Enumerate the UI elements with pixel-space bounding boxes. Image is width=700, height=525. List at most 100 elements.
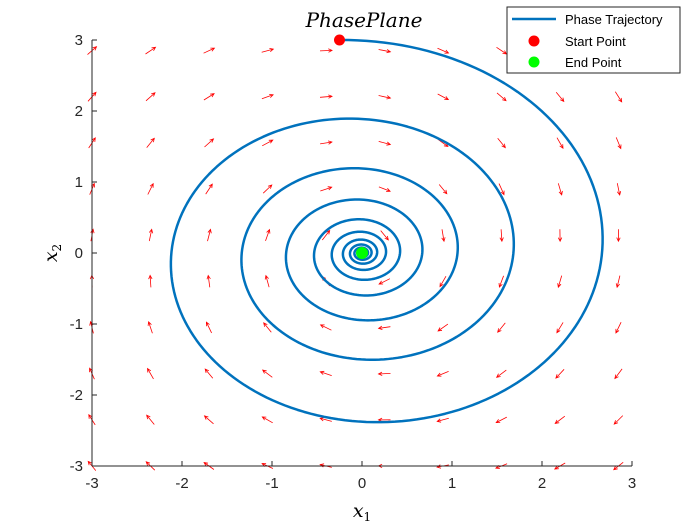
vector-field-arrow <box>554 415 566 425</box>
vector-field-arrow <box>495 416 507 424</box>
vector-field-arrow <box>615 275 621 289</box>
vector-field-arrow <box>264 274 270 288</box>
vector-field-arrow <box>378 278 391 285</box>
vector-field-arrow <box>555 91 565 103</box>
vector-field-arrow <box>203 415 214 425</box>
vector-field-arrow <box>495 369 507 378</box>
vector-field-arrow <box>615 322 622 334</box>
vector-field-arrow <box>557 183 563 196</box>
vector-field-arrow <box>319 324 332 331</box>
vector-field-arrow <box>380 230 389 241</box>
trajectory-layer <box>169 34 604 424</box>
vector-field-arrow <box>320 140 333 145</box>
vector-field-arrow <box>378 186 391 192</box>
x-tick-label: -1 <box>265 475 278 492</box>
vector-field-arrow <box>555 369 565 379</box>
vector-field-arrow <box>377 371 391 376</box>
vector-field-arrow <box>441 229 446 243</box>
vector-field-arrow <box>438 184 448 195</box>
vector-field-arrow <box>556 322 564 334</box>
x-tick-label: -2 <box>175 475 188 492</box>
axes: -3 -2 -1 0 1 2 3 -3 -2 -1 0 1 2 3 <box>70 32 637 492</box>
start-point-marker <box>334 34 345 46</box>
y-tick-label: 3 <box>75 32 83 49</box>
vector-field-arrow <box>205 183 213 195</box>
vector-field-arrow <box>146 137 155 148</box>
vector-field-arrow <box>207 228 212 242</box>
vector-field-arrow <box>436 371 449 377</box>
vector-field-arrow <box>616 229 621 243</box>
vector-field-arrow <box>261 369 273 378</box>
vector-field-arrow <box>377 325 391 330</box>
vector-field-arrow <box>615 137 622 150</box>
vector-field-arrow <box>319 370 332 376</box>
vector-field-arrow <box>614 91 623 103</box>
vector-field-arrow <box>378 49 392 54</box>
vector-field-arrow <box>556 137 564 150</box>
vector-field-arrow <box>614 368 623 380</box>
vector-field-arrow <box>437 93 450 101</box>
vector-field-arrow <box>203 93 215 101</box>
vector-field-arrow <box>203 47 216 54</box>
x-axis-label: x1 <box>353 500 371 524</box>
vector-field-arrow <box>145 46 157 55</box>
vector-field-arrow <box>145 92 156 102</box>
vector-field-arrow <box>498 183 505 196</box>
x-tick-label: 3 <box>628 475 636 492</box>
x-tick-label: 0 <box>358 475 366 492</box>
chart-title: PhasePlane <box>305 8 423 32</box>
vector-field-arrow <box>261 416 273 424</box>
vector-field-arrow <box>496 92 507 102</box>
x-tick-label: 1 <box>448 475 456 492</box>
vector-field-arrow <box>146 414 155 425</box>
vector-field-arrow <box>204 368 214 379</box>
phase-trajectory-line <box>169 38 604 424</box>
vector-field-arrow <box>319 48 333 53</box>
legend-item-end-point: End Point <box>528 55 622 70</box>
vector-field-arrow <box>147 321 153 334</box>
legend-swatch-marker <box>528 35 540 47</box>
vector-field-arrow <box>439 276 447 288</box>
legend-swatch-marker <box>528 56 540 68</box>
vector-field-arrow <box>613 415 624 425</box>
legend-label: End Point <box>565 55 622 70</box>
vector-field-arrow <box>319 94 333 99</box>
vector-field-arrow <box>261 94 274 100</box>
vector-field-arrow <box>147 182 154 195</box>
end-point-marker <box>356 247 368 259</box>
y-tick-label: 0 <box>75 245 83 262</box>
vector-field-arrow <box>148 228 154 242</box>
y-tick-label: -3 <box>70 458 83 475</box>
vector-field-arrow <box>616 183 622 196</box>
vector-field-arrow <box>498 275 504 288</box>
legend: Phase Trajectory Start Point End Point <box>506 6 681 74</box>
y-tick-label: 1 <box>75 174 83 191</box>
legend-label: Start Point <box>565 34 626 49</box>
x-ticks: -3 -2 -1 0 1 2 3 <box>85 461 636 492</box>
vector-field-arrow <box>378 141 392 146</box>
vector-field-arrow <box>437 47 450 54</box>
x-tick-label: -3 <box>85 475 98 492</box>
vector-field-arrow <box>321 229 331 241</box>
vector-field-arrow <box>557 275 563 289</box>
vector-field-arrow <box>265 228 271 242</box>
vector-field-arrow <box>262 184 273 194</box>
x-tick-label: 2 <box>538 475 546 492</box>
vector-field-arrow <box>263 322 272 333</box>
vector-field-arrow <box>557 229 563 243</box>
vector-field-arrow <box>148 274 153 288</box>
y-axis-label: x2 <box>40 244 64 262</box>
y-ticks: -3 -2 -1 0 1 2 3 <box>70 32 97 475</box>
vector-field-arrow <box>436 417 449 423</box>
legend-item-start-point: Start Point <box>528 34 626 49</box>
legend-label: Phase Trajectory <box>565 12 663 27</box>
vector-field-arrow <box>206 321 212 334</box>
vector-field-arrow <box>261 48 275 53</box>
vector-field-arrow <box>497 322 506 333</box>
y-tick-label: -1 <box>70 316 83 333</box>
y-tick-label: 2 <box>75 103 83 120</box>
vector-field-arrow <box>320 186 333 192</box>
vector-field-arrow <box>262 139 274 147</box>
